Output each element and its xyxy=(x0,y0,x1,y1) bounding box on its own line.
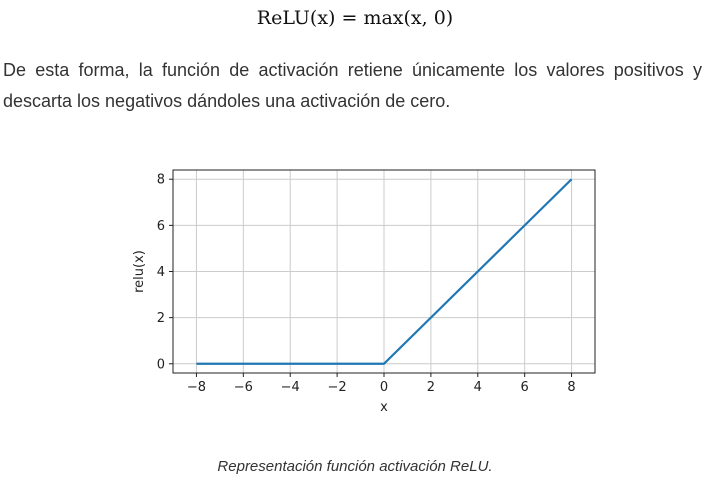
x-tick-label: 0 xyxy=(380,380,388,395)
x-tick-label: −4 xyxy=(281,380,300,395)
y-tick-label: 0 xyxy=(157,357,165,372)
relu-figure: −8 −6 −4 −2 0 2 4 6 8 0 2 4 6 8 x relu(x) xyxy=(121,156,623,428)
y-tick-label: 2 xyxy=(157,311,165,326)
relu-chart: −8 −6 −4 −2 0 2 4 6 8 0 2 4 6 8 x relu(x) xyxy=(132,169,596,415)
relu-formula: ReLU(x) = max(x, 0) xyxy=(256,7,454,29)
series-lines xyxy=(196,178,573,365)
y-tick-label: 8 xyxy=(157,173,165,188)
y-tick-label: 6 xyxy=(157,219,165,234)
figure-caption: Representación función activación ReLU. xyxy=(217,458,493,475)
y-tick-label: 4 xyxy=(157,265,165,280)
x-tick-label: 8 xyxy=(567,380,575,395)
y-axis-label: relu(x) xyxy=(132,250,147,293)
description-paragraph: De esta forma, la función de activación … xyxy=(3,60,702,111)
relu-line xyxy=(196,178,573,365)
x-tick-label: −2 xyxy=(328,380,347,395)
x-tick-label: −8 xyxy=(187,380,206,395)
x-tick-label: −6 xyxy=(234,380,253,395)
x-tick-label: 2 xyxy=(427,380,435,395)
x-tick-label: 6 xyxy=(521,380,529,395)
grid-lines xyxy=(173,170,595,373)
x-axis-label: x xyxy=(380,400,388,415)
axis-ticks: −8 −6 −4 −2 0 2 4 6 8 0 2 4 6 8 xyxy=(157,173,576,395)
x-tick-label: 4 xyxy=(474,380,482,395)
